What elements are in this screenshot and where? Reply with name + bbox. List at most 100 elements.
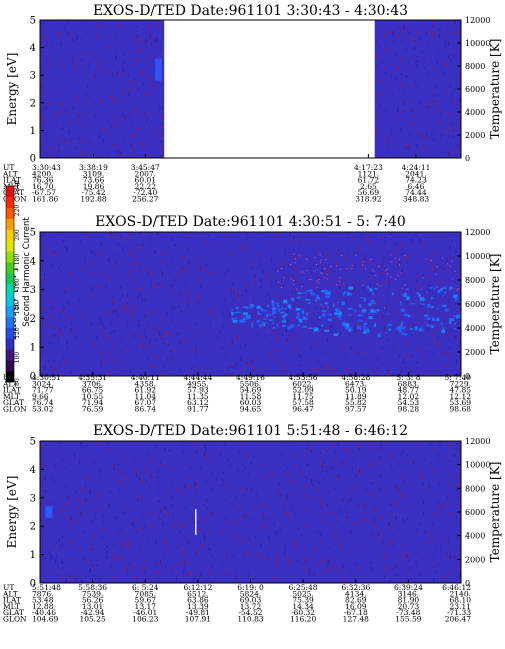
spectrogram (40, 232, 461, 376)
table-cell: 5:58:36 (78, 583, 107, 592)
y-tick-label: 2 (30, 522, 36, 533)
table-cell: 11.89 (345, 392, 367, 401)
y2-tick-label: 0 (465, 372, 470, 381)
table-cell: 4:24:11 (402, 163, 431, 172)
colorbar-tick-label: 200 (14, 229, 21, 241)
table-cell: 53.69 (450, 398, 472, 407)
feature-blob (154, 58, 162, 81)
table-cell: -49.81 (186, 608, 210, 617)
table-cell: 3:38:19 (79, 163, 108, 172)
y-tick-label: 3 (30, 285, 36, 296)
table-cell: 13.72 (240, 602, 262, 611)
y-tick-label: 5 (30, 437, 36, 448)
colorbar-tick-label: 220 (14, 205, 21, 217)
colorbar-swatch (6, 371, 14, 383)
table-cell: -54.52 (238, 608, 262, 617)
table-cell: 56.69 (358, 188, 380, 197)
table-cell: 4:35:31 (78, 373, 107, 382)
y2-tick-label: 8000 (465, 62, 485, 71)
table-cell: 76.74 (32, 398, 54, 407)
table-cell: 7539. (82, 589, 103, 598)
table-cell: 69.03 (240, 596, 262, 605)
colorbar-tick-label: 100 (14, 352, 21, 364)
table-cell: 97.57 (345, 405, 367, 414)
table-cell: 4:17:23 (354, 163, 383, 172)
row-label: GLON (3, 405, 27, 414)
table-cell: -42.94 (81, 608, 105, 617)
table-cell: 55.82 (345, 398, 367, 407)
y2-tick-label: 6000 (465, 300, 485, 309)
table-cell: 13.01 (82, 602, 103, 611)
table-cell: 60.03 (240, 398, 262, 407)
table-cell: 54.53 (398, 398, 420, 407)
y-axis-label: Energy [eV] (5, 476, 19, 549)
y2-tick-label: 2000 (465, 348, 485, 357)
y-tick-label: 0 (30, 154, 36, 165)
table-cell: 3706. (82, 379, 103, 388)
row-label: ALT (2, 589, 18, 598)
table-cell: 71.94 (82, 398, 104, 407)
y2-tick-label: 8000 (465, 484, 485, 493)
table-cell: 6:46:12 (442, 583, 471, 592)
table-cell: 5: 3: 8 (396, 373, 420, 382)
table-cell: 76.36 (32, 176, 54, 185)
table-cell: 6: 5:24 (132, 583, 159, 592)
colorbar-swatch (6, 196, 14, 209)
table-cell: 56.26 (82, 596, 104, 605)
table-cell: 12.88 (32, 602, 54, 611)
panel-title: EXOS-D/TED Date:961101 5:51:48 - 6:46:12 (93, 423, 408, 439)
orbit-table: UT 3:30:43 3:38:19 3:45:47 4:17:23 4:24:11 ALT… (2, 163, 430, 204)
table-cell: 11.04 (135, 392, 157, 401)
colorbar-swatch (6, 262, 14, 274)
table-cell: 50.19 (345, 386, 367, 395)
colorbar-swatch (6, 207, 14, 219)
table-cell: -73.48 (396, 608, 420, 617)
table-cell: 59.67 (135, 596, 157, 605)
y2-tick-label: 12000 (465, 228, 490, 237)
colorbar-swatch (6, 251, 14, 263)
table-cell: 48.77 (398, 386, 420, 395)
table-cell: 6022. (292, 379, 313, 388)
row-label: ALT (2, 169, 18, 178)
panel-title: EXOS-D/TED Date:961101 3:30:43 - 4:30:43 (93, 3, 408, 19)
table-cell: 6883. (398, 379, 419, 388)
table-cell: 105.25 (79, 615, 105, 624)
table-cell: 5824. (240, 589, 261, 598)
y2-tick-label: 2000 (465, 555, 485, 564)
table-cell: 4:49:16 (236, 373, 265, 382)
table-cell: 116.20 (290, 615, 316, 624)
y-tick-label: 1 (30, 126, 36, 137)
y-tick-label: 3 (30, 493, 36, 504)
table-cell: 53.02 (32, 405, 54, 414)
panel-2: EXOS-D/TED Date:961101 4:30:51 - 5: 7:40… (2, 214, 502, 414)
table-cell: 2041. (405, 169, 426, 178)
feature-blob (45, 506, 53, 518)
colorbar-swatch (6, 349, 14, 361)
table-cell: 16.70 (32, 182, 54, 191)
table-cell: 61.72 (358, 176, 380, 185)
table-cell: 318.92 (355, 195, 381, 204)
y-tick-label: 2 (30, 314, 36, 325)
row-label: UT (3, 583, 14, 592)
table-cell: 3024. (32, 379, 53, 388)
colorbar: 80 100 120 140 160 180 200 220 240 Second Harmoni… (5, 180, 32, 386)
table-cell: 6:19: 0 (237, 583, 264, 592)
table-cell: 206.47 (445, 615, 471, 624)
table-cell: 2140. (450, 589, 471, 598)
table-cell: 7876. (32, 589, 53, 598)
table-cell: 2007. (135, 169, 156, 178)
y2-axis-label: Temperature [K] (488, 462, 502, 563)
table-cell: -40.46 (32, 608, 56, 617)
table-cell: 14.34 (292, 602, 314, 611)
table-cell: 5506. (240, 379, 261, 388)
table-cell: 20.73 (398, 602, 420, 611)
colorbar-swatch (6, 186, 14, 198)
y-tick-label: 2 (30, 98, 36, 109)
table-cell: 4:58:28 (341, 373, 370, 382)
y2-tick-label: 8000 (465, 276, 485, 285)
table-cell: 91.77 (187, 405, 209, 414)
table-cell: 96.47 (292, 405, 314, 414)
table-cell: 9.66 (32, 392, 49, 401)
colorbar-swatch (6, 338, 14, 350)
table-cell: 63.12 (187, 398, 209, 407)
